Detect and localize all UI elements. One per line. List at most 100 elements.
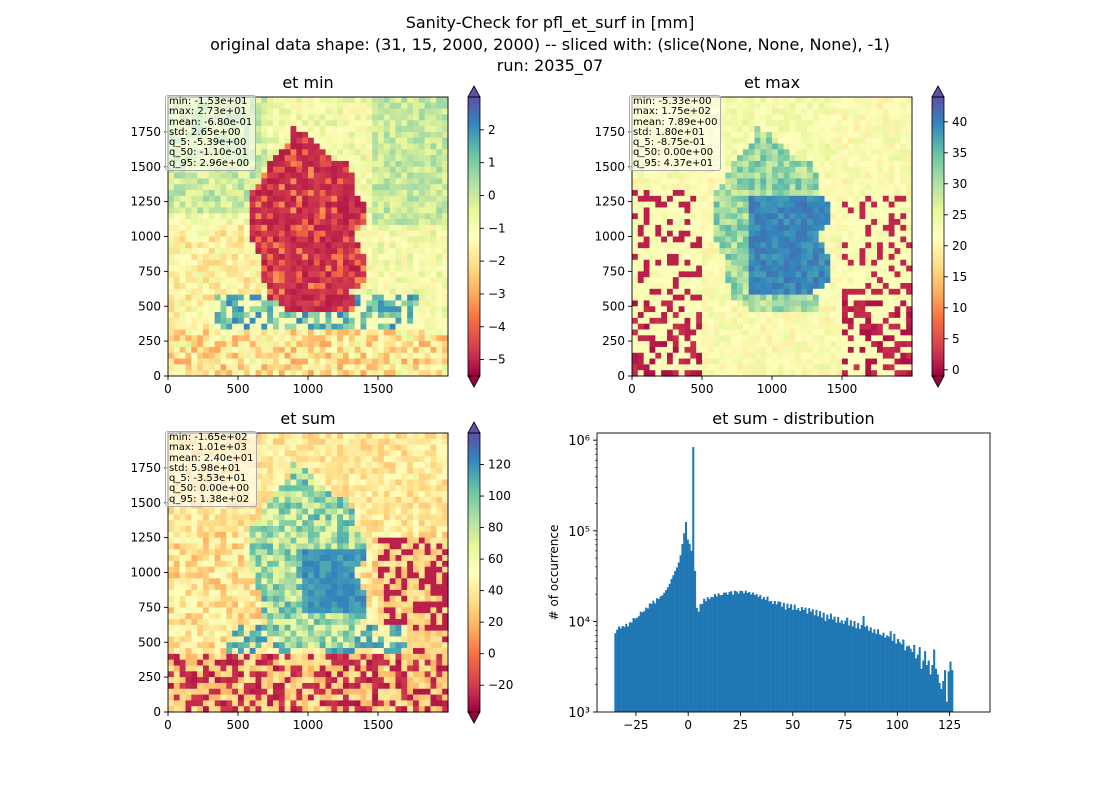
- heatmap-cell: [900, 224, 907, 232]
- heatmap-cell: [418, 149, 426, 156]
- heatmap-cell: [296, 143, 303, 150]
- heatmap-cell: [238, 358, 245, 365]
- heatmap-cell: [395, 259, 402, 267]
- x-tick-label: 1500: [827, 382, 858, 396]
- heatmap-cell: [888, 108, 896, 116]
- heatmap-cell: [261, 143, 268, 150]
- heatmap-cell: [255, 166, 262, 174]
- heatmap-cell: [436, 166, 443, 174]
- heatmap-cell: [197, 648, 204, 655]
- heatmap-cell: [777, 358, 785, 365]
- heatmap-cell: [737, 160, 744, 168]
- heatmap-cell: [725, 108, 732, 116]
- heatmap-cell: [185, 688, 192, 696]
- heatmap-cell: [337, 126, 344, 133]
- heatmap-cell: [197, 653, 204, 661]
- heatmap-cell: [795, 341, 802, 348]
- heatmap-cell: [795, 178, 802, 185]
- heatmap-cell: [366, 364, 373, 371]
- heatmap-cell: [302, 149, 309, 156]
- heatmap-cell: [337, 259, 344, 267]
- heatmap-cell: [766, 306, 773, 313]
- heatmap-cell: [865, 126, 872, 133]
- heatmap-cell: [859, 137, 866, 145]
- heatmap-cell: [760, 131, 767, 139]
- heatmap-cell: [179, 323, 187, 331]
- heatmap-cell: [395, 184, 402, 191]
- heatmap-cell: [354, 190, 362, 197]
- heatmap-cell: [882, 352, 890, 360]
- heatmap-cell: [748, 323, 756, 331]
- heatmap-cell: [430, 323, 437, 331]
- heatmap-cell: [179, 283, 187, 290]
- heatmap-cell: [836, 143, 843, 150]
- heatmap-cell: [302, 97, 309, 104]
- heatmap-cell: [185, 306, 192, 313]
- heatmap-cell: [842, 352, 849, 360]
- heatmap-cell: [882, 306, 890, 313]
- heatmap-cell: [407, 195, 414, 203]
- heatmap-cell: [777, 120, 785, 127]
- heatmap-cell: [255, 184, 262, 191]
- heatmap-cell: [296, 108, 303, 116]
- heatmap-cell: [290, 277, 297, 284]
- heatmap-cell: [877, 283, 884, 290]
- heatmap-cell: [842, 143, 849, 150]
- heatmap-cell: [748, 219, 756, 226]
- heatmap-cell: [208, 265, 216, 272]
- heatmap-cell: [818, 184, 826, 191]
- heatmap-cell: [418, 259, 426, 267]
- heatmap-cell: [894, 219, 901, 226]
- heatmap-cell: [442, 178, 449, 185]
- heatmap-cell: [243, 242, 251, 249]
- heatmap-cell: [191, 242, 198, 249]
- heatmap-cell: [842, 236, 849, 243]
- heatmap-cell: [748, 294, 756, 302]
- heatmap-cell: [667, 224, 674, 232]
- heatmap-cell: [696, 236, 703, 243]
- heatmap-cell: [742, 346, 750, 354]
- heatmap-cell: [179, 294, 187, 302]
- heatmap-cell: [667, 201, 674, 209]
- heatmap-cell: [859, 230, 866, 238]
- heatmap-cell: [818, 335, 826, 342]
- heatmap-cell: [690, 195, 697, 203]
- heatmap-cell: [401, 155, 408, 162]
- heatmap-cell: [389, 288, 397, 296]
- heatmap-cell: [713, 248, 721, 255]
- heatmap-cell: [290, 236, 297, 243]
- heatmap-cell: [197, 242, 204, 249]
- heatmap-cell: [719, 370, 726, 377]
- heatmap-cell: [807, 160, 814, 168]
- heatmap-cell: [859, 253, 866, 261]
- heatmap-cell: [413, 317, 420, 325]
- heatmap-cell: [191, 520, 198, 527]
- heatmap-cell: [632, 178, 639, 185]
- y-tick-label: 1750: [594, 125, 625, 139]
- heatmap-cell: [313, 195, 321, 203]
- heatmap-cell: [812, 242, 820, 249]
- heatmap-cell: [273, 102, 280, 110]
- heatmap-cell: [789, 352, 796, 360]
- heatmap-cell: [331, 341, 338, 348]
- y-tick-label: 1500: [130, 160, 161, 174]
- heatmap-cell: [255, 306, 262, 313]
- heatmap-cell: [719, 137, 726, 145]
- heatmap-cell: [296, 364, 303, 371]
- heatmap-cell: [418, 219, 426, 226]
- heatmap-cell: [401, 312, 408, 319]
- heatmap-cell: [348, 137, 356, 145]
- heatmap-cell: [836, 155, 843, 162]
- heatmap-cell: [360, 341, 367, 348]
- heatmap-cell: [766, 259, 773, 267]
- heatmap-cell: [442, 358, 449, 365]
- heatmap-cell: [725, 253, 732, 261]
- heatmap-cell: [354, 358, 362, 365]
- heatmap-cell: [267, 288, 274, 296]
- heatmap-cell: [302, 114, 309, 121]
- heatmap-cell: [783, 143, 791, 150]
- heatmap-cell: [179, 595, 187, 603]
- heatmap-cell: [643, 219, 651, 226]
- heatmap-cell: [418, 358, 426, 365]
- heatmap-cell: [818, 364, 826, 371]
